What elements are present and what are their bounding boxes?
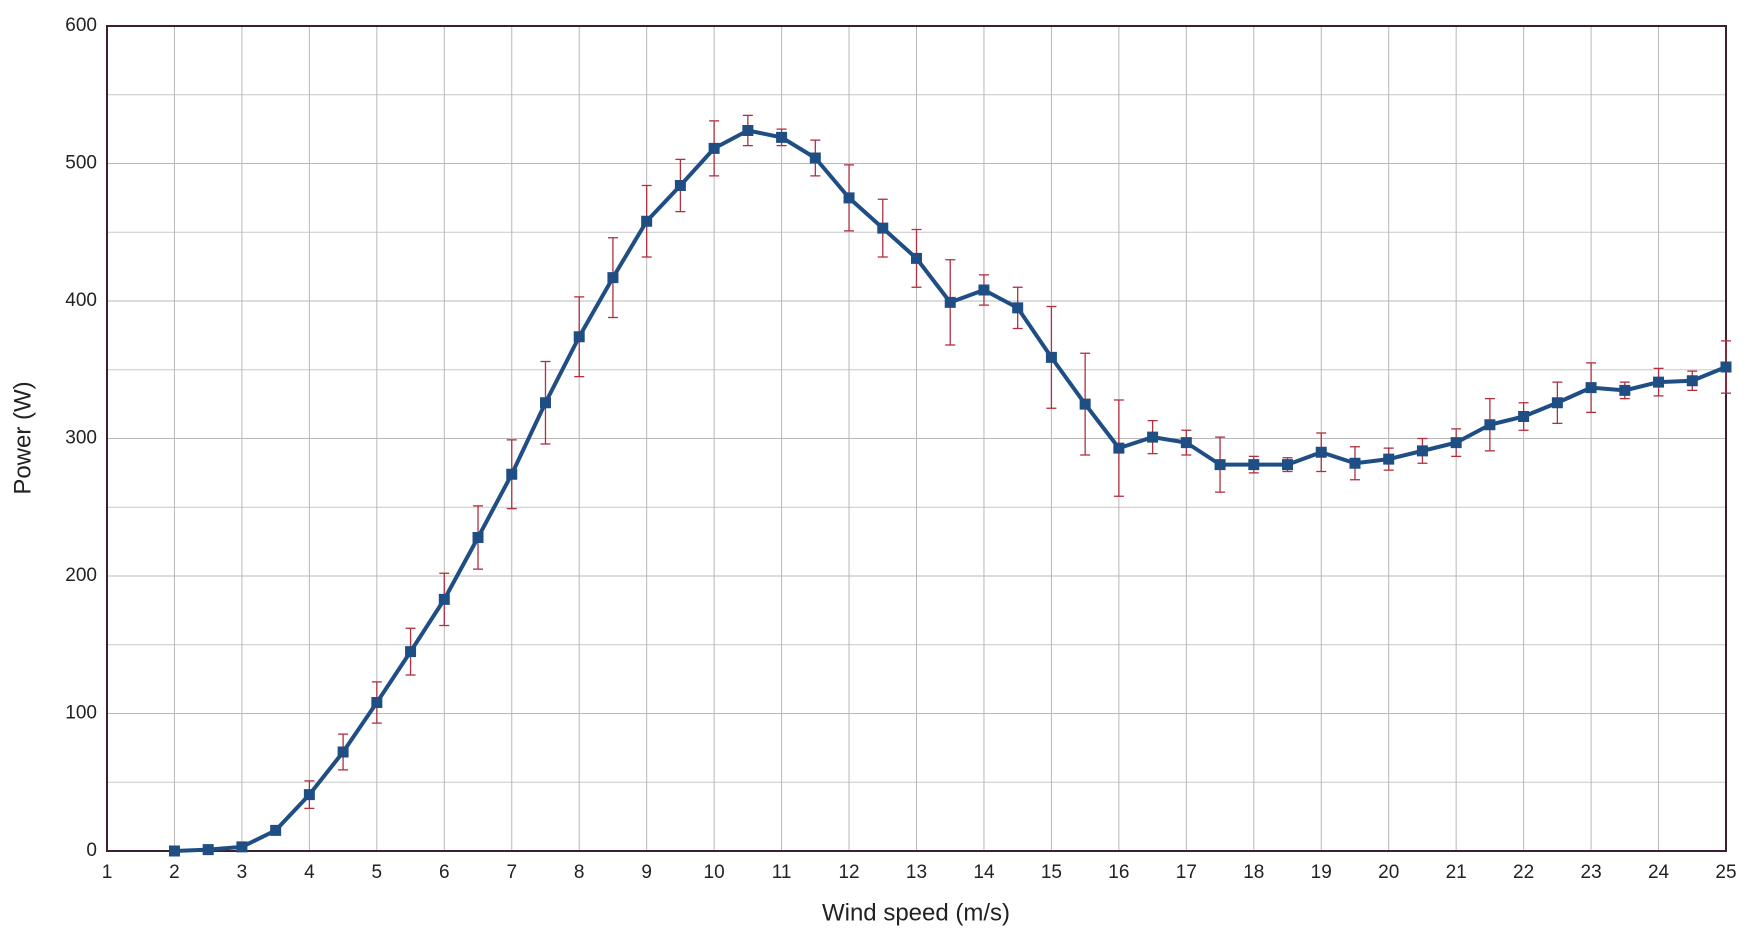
point-marker bbox=[776, 131, 788, 143]
point-marker bbox=[641, 215, 653, 227]
plot-frame bbox=[106, 25, 1727, 852]
point-marker bbox=[674, 180, 686, 191]
point-marker bbox=[270, 824, 282, 836]
y-tick-label: 100 bbox=[65, 703, 97, 724]
x-tick-label: 8 bbox=[574, 862, 585, 883]
x-tick-label: 2 bbox=[169, 862, 180, 883]
point-marker bbox=[539, 397, 551, 409]
y-tick-label: 300 bbox=[65, 428, 97, 449]
x-tick-label: 23 bbox=[1581, 862, 1602, 883]
point-marker bbox=[1113, 442, 1125, 454]
point-marker bbox=[371, 697, 383, 708]
point-marker bbox=[708, 142, 720, 154]
x-tick-label: 20 bbox=[1378, 862, 1399, 883]
point-marker bbox=[1248, 459, 1260, 471]
point-marker bbox=[1214, 459, 1226, 471]
point-marker bbox=[1484, 419, 1496, 431]
point-marker bbox=[573, 331, 585, 343]
point-marker bbox=[405, 646, 417, 658]
point-marker bbox=[337, 746, 349, 758]
point-marker bbox=[1585, 382, 1597, 394]
x-tick-label: 19 bbox=[1311, 862, 1332, 883]
x-tick-label: 12 bbox=[838, 862, 859, 883]
point-marker bbox=[1045, 351, 1057, 363]
x-tick-label: 17 bbox=[1176, 862, 1197, 883]
point-marker bbox=[978, 284, 990, 296]
x-tick-label: 25 bbox=[1715, 862, 1736, 883]
x-tick-label: 11 bbox=[772, 862, 792, 883]
point-marker bbox=[202, 844, 214, 856]
point-marker bbox=[236, 841, 248, 853]
point-marker bbox=[607, 272, 619, 284]
point-marker bbox=[911, 252, 922, 264]
y-tick-label: 0 bbox=[86, 840, 97, 861]
point-marker bbox=[1551, 397, 1563, 409]
point-marker bbox=[1686, 375, 1698, 387]
y-tick-label: 500 bbox=[65, 153, 97, 174]
x-tick-label: 9 bbox=[641, 862, 652, 883]
point-marker bbox=[472, 532, 484, 543]
x-tick-label: 7 bbox=[506, 862, 517, 883]
point-marker bbox=[1416, 445, 1428, 457]
x-tick-label: 1 bbox=[102, 862, 113, 883]
x-tick-label: 16 bbox=[1108, 862, 1129, 883]
point-marker bbox=[809, 152, 821, 164]
point-marker bbox=[1079, 398, 1091, 410]
y-tick-label: 400 bbox=[65, 290, 97, 311]
x-tick-label: 4 bbox=[304, 862, 315, 883]
point-marker bbox=[1619, 384, 1631, 396]
point-marker bbox=[1282, 459, 1294, 471]
point-marker bbox=[1147, 431, 1159, 443]
x-tick-label: 3 bbox=[237, 862, 248, 883]
series-line bbox=[174, 128, 1727, 853]
x-tick-label: 22 bbox=[1513, 862, 1534, 883]
point-marker bbox=[1450, 437, 1462, 449]
point-marker bbox=[1720, 361, 1732, 373]
point-marker bbox=[1349, 457, 1361, 469]
x-tick-label: 10 bbox=[704, 862, 725, 883]
x-tick-label: 5 bbox=[372, 862, 383, 883]
y-tick-label: 200 bbox=[65, 565, 97, 586]
point-marker bbox=[506, 468, 518, 480]
point-marker bbox=[1518, 411, 1530, 422]
y-axis-title: Power (W) bbox=[9, 381, 36, 494]
x-tick-label: 18 bbox=[1243, 862, 1264, 883]
point-marker bbox=[1315, 446, 1327, 458]
x-tick-label: 13 bbox=[906, 862, 927, 883]
point-marker bbox=[1012, 302, 1024, 314]
x-tick-label: 14 bbox=[973, 862, 995, 883]
point-marker bbox=[944, 296, 956, 308]
point-marker bbox=[1653, 376, 1665, 388]
x-tick-label: 21 bbox=[1446, 862, 1467, 883]
x-tick-label: 15 bbox=[1041, 862, 1062, 883]
x-tick-label: 6 bbox=[439, 862, 450, 883]
y-tick-label: 600 bbox=[65, 15, 97, 36]
point-marker bbox=[168, 845, 180, 857]
point-marker bbox=[1383, 453, 1395, 465]
point-marker bbox=[438, 593, 450, 605]
x-tick-label: 24 bbox=[1648, 862, 1670, 883]
point-marker bbox=[303, 789, 315, 801]
x-axis-title: Wind speed (m/s) bbox=[822, 899, 1010, 926]
point-marker bbox=[1180, 437, 1192, 449]
point-marker bbox=[877, 222, 889, 234]
point-marker bbox=[742, 125, 754, 136]
point-marker bbox=[843, 192, 855, 204]
